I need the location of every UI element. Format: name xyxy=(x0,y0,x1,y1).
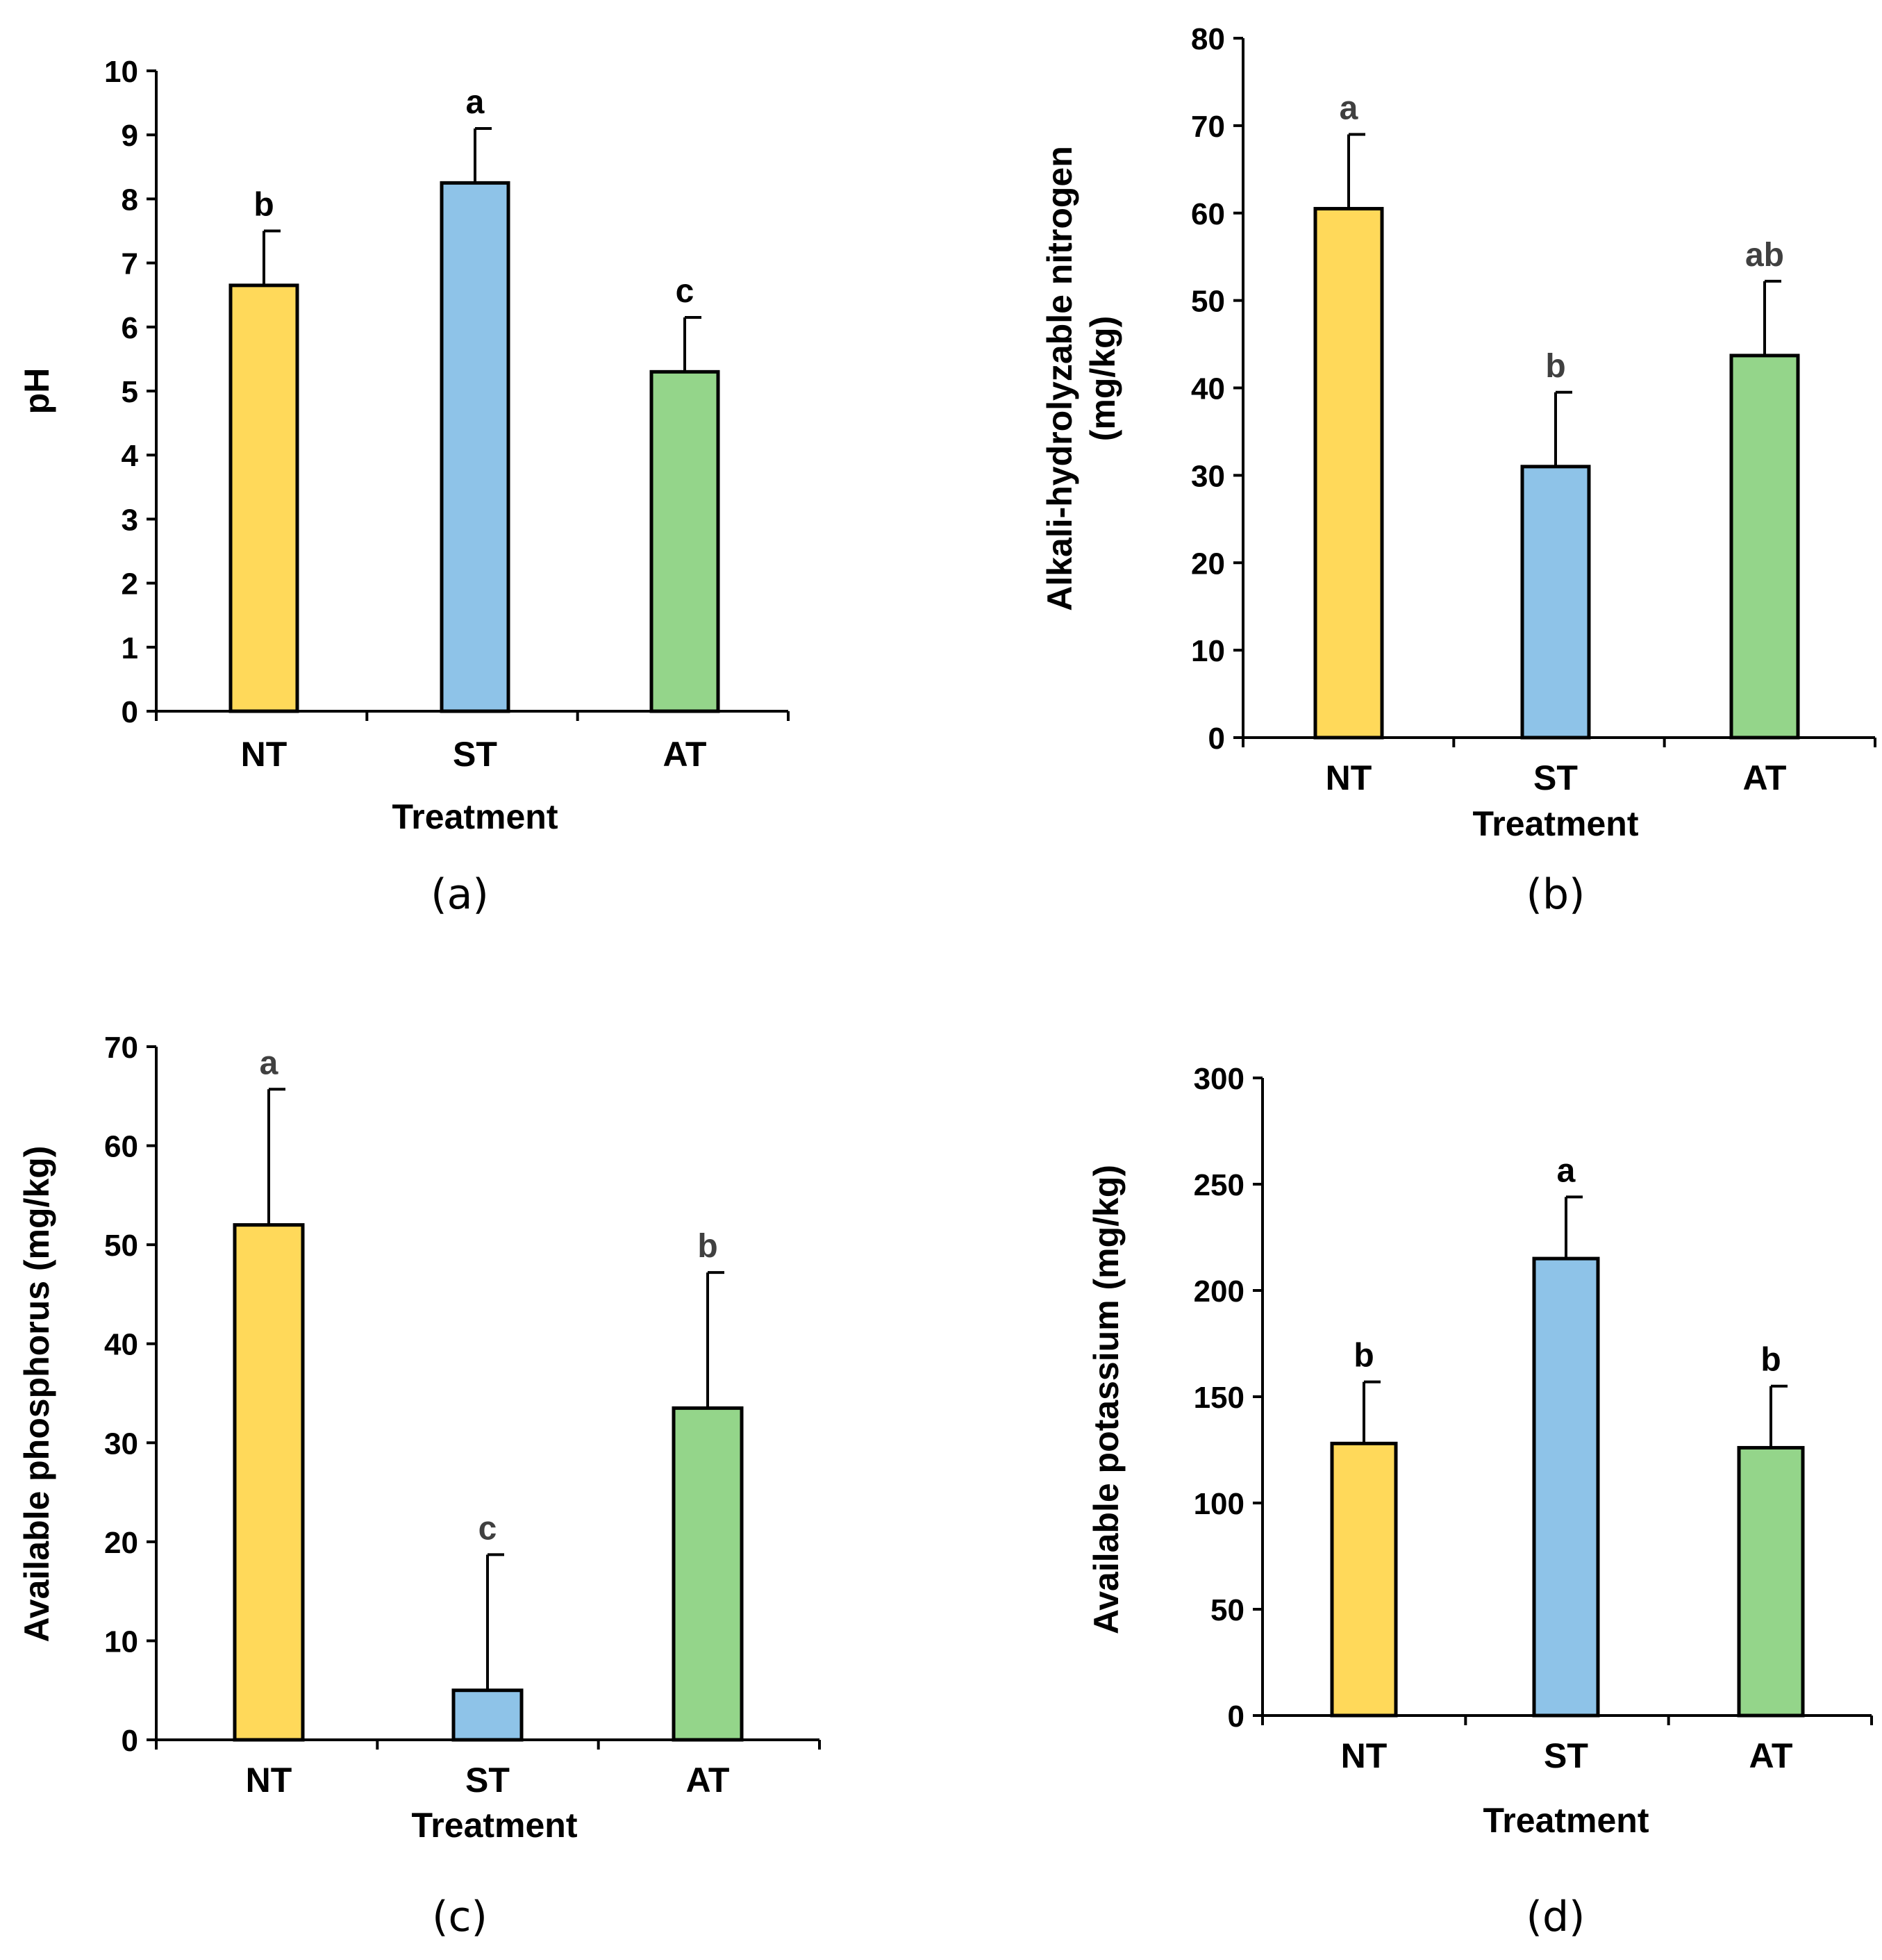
x-tick-label-ST: ST xyxy=(453,735,497,774)
y-tick-label: 3 xyxy=(122,503,138,537)
panel-label: (d) xyxy=(1526,1893,1585,1941)
y-axis-title-line: (mg/kg) xyxy=(1083,316,1122,442)
y-tick-label: 300 xyxy=(1194,1062,1244,1096)
y-axis-title: Available potassium (mg/kg) xyxy=(1087,1165,1126,1634)
bar-ST xyxy=(1532,1256,1600,1718)
y-tick-label: 60 xyxy=(104,1130,138,1164)
bar-AT xyxy=(1737,1445,1805,1718)
x-tick-label-ST: ST xyxy=(1544,1736,1588,1775)
y-tick-label: 10 xyxy=(104,55,138,89)
y-tick-label: 0 xyxy=(1208,722,1225,756)
y-tick-label: 9 xyxy=(122,119,138,153)
x-tick-label-AT: AT xyxy=(663,735,707,774)
y-axis-title: Alkali-hydrolyzable nitrogen (mg/kg) xyxy=(1040,146,1122,611)
chart-panel-d: 0 50 100 150 200 250 300 b NT a ST b AT Treatment Avai… xyxy=(1087,1062,1873,1941)
x-axis-title: Treatment xyxy=(1473,804,1639,843)
bar-ST xyxy=(451,1688,524,1742)
x-tick-label-AT: AT xyxy=(1749,1736,1793,1775)
x-tick-label-NT: NT xyxy=(241,735,288,774)
y-tick-label: 40 xyxy=(104,1328,138,1362)
significance-label-NT: a xyxy=(260,1045,278,1081)
bar-AT xyxy=(1729,354,1800,740)
significance-label-AT: c xyxy=(676,273,694,310)
y-tick-label: 150 xyxy=(1194,1381,1244,1415)
y-tick-label: 20 xyxy=(104,1526,138,1560)
y-tick-label: 30 xyxy=(104,1427,138,1461)
y-axis-title-line: Alkali-hydrolyzable nitrogen xyxy=(1040,146,1079,611)
x-tick-label-AT: AT xyxy=(686,1761,730,1800)
y-tick-label: 5 xyxy=(122,375,138,409)
y-tick-label: 60 xyxy=(1191,197,1225,231)
chart-panel-b: 0 10 20 30 40 50 60 70 80 a NT b ST ab AT Treatment Alka… xyxy=(1040,22,1876,919)
y-tick-label: 0 xyxy=(122,1724,138,1758)
y-tick-label: 0 xyxy=(122,695,138,729)
significance-label-ST: a xyxy=(1557,1152,1576,1189)
y-tick-label: 100 xyxy=(1194,1487,1244,1521)
y-tick-label: 50 xyxy=(104,1229,138,1263)
chart-panel-c: 0 10 20 30 40 50 60 70 a NT c ST b AT Treatment Availab… xyxy=(17,1031,821,1941)
significance-label-NT: b xyxy=(1354,1338,1374,1375)
y-tick-label: 70 xyxy=(1191,110,1225,144)
x-tick-label-AT: AT xyxy=(1743,758,1787,797)
significance-label-ST: a xyxy=(466,84,485,121)
y-tick-label: 8 xyxy=(122,183,138,217)
y-tick-label: 6 xyxy=(122,311,138,345)
y-tick-label: 4 xyxy=(122,439,139,473)
bar-NT xyxy=(1313,206,1384,740)
y-axis-title: pH xyxy=(17,368,56,415)
x-axis-title: Treatment xyxy=(392,797,558,836)
significance-label-NT: a xyxy=(1340,90,1358,126)
x-tick-label-ST: ST xyxy=(1533,758,1578,797)
y-tick-label: 30 xyxy=(1191,459,1225,493)
significance-label-AT: b xyxy=(697,1228,717,1265)
bar-ST xyxy=(440,181,510,713)
x-axis-title: Treatment xyxy=(1483,1801,1649,1840)
y-axis-title: Available phosphorus (mg/kg) xyxy=(17,1146,56,1643)
panel-label: (b) xyxy=(1526,870,1585,919)
y-tick-label: 1 xyxy=(122,631,138,665)
y-tick-label: 50 xyxy=(1191,285,1225,319)
y-tick-label: 10 xyxy=(1191,634,1225,668)
x-tick-label-NT: NT xyxy=(1341,1736,1388,1775)
bar-NT xyxy=(228,283,299,713)
x-tick-label-NT: NT xyxy=(1326,758,1372,797)
panel-label: (a) xyxy=(431,870,489,919)
bar-AT xyxy=(672,1406,744,1742)
y-tick-label: 7 xyxy=(122,247,138,281)
significance-label-NT: b xyxy=(253,187,274,224)
significance-label-ST: b xyxy=(1545,348,1565,385)
y-tick-label: 20 xyxy=(1191,547,1225,581)
y-tick-label: 70 xyxy=(104,1031,138,1065)
x-tick-label-NT: NT xyxy=(246,1761,292,1800)
y-tick-label: 10 xyxy=(104,1625,138,1659)
y-tick-label: 40 xyxy=(1191,372,1225,406)
y-tick-label: 0 xyxy=(1228,1700,1244,1734)
panel-label: (c) xyxy=(432,1893,488,1941)
y-tick-label: 80 xyxy=(1191,22,1225,56)
x-tick-label-ST: ST xyxy=(465,1761,510,1800)
bar-ST xyxy=(1520,465,1591,740)
y-tick-label: 250 xyxy=(1194,1168,1244,1202)
bar-AT xyxy=(649,369,720,713)
significance-label-AT: ab xyxy=(1745,237,1784,274)
x-axis-title: Treatment xyxy=(412,1806,578,1845)
significance-label-AT: b xyxy=(1760,1342,1781,1379)
y-tick-label: 2 xyxy=(122,567,138,601)
bar-NT xyxy=(233,1223,305,1742)
y-tick-label: 50 xyxy=(1210,1593,1244,1627)
chart-panel-a: 0 1 2 3 4 5 6 7 8 9 10 b NT a ST c AT Treatment pH (a) xyxy=(17,55,790,919)
significance-label-ST: c xyxy=(478,1510,497,1547)
bar-NT xyxy=(1330,1441,1398,1718)
y-tick-label: 200 xyxy=(1194,1274,1244,1309)
